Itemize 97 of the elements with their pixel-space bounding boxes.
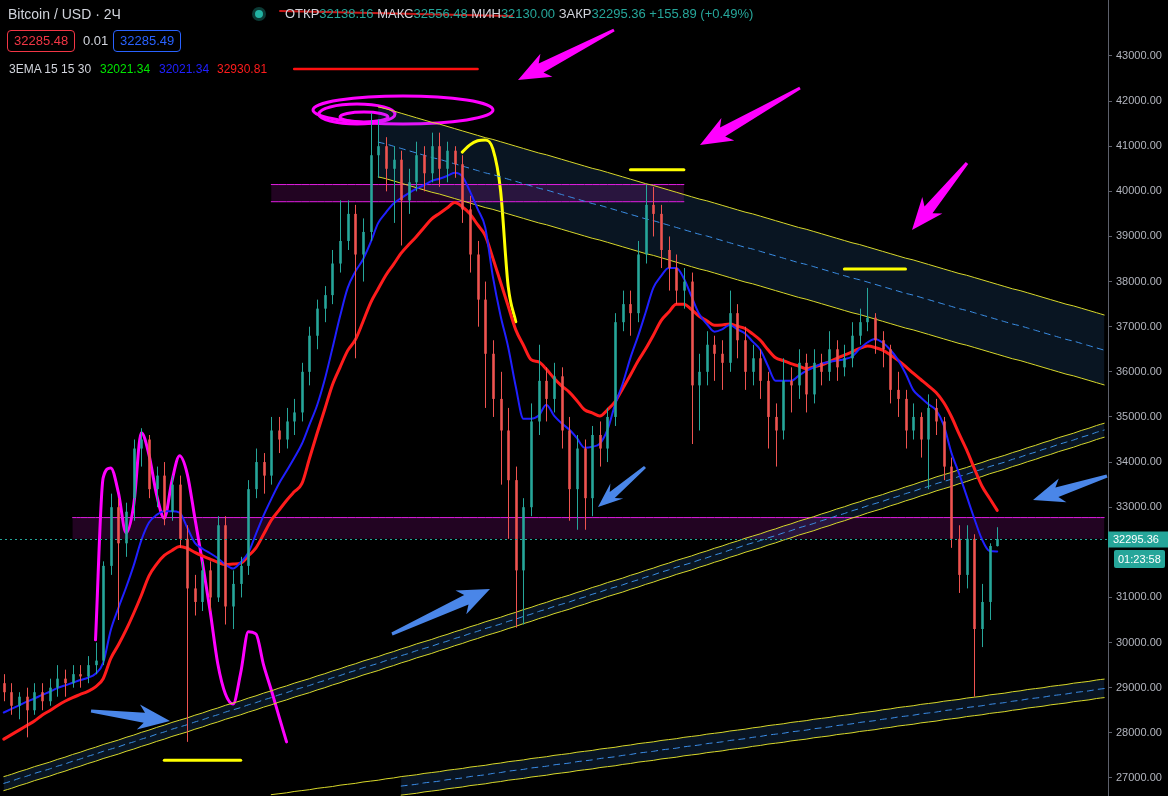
candlestick	[668, 235, 671, 292]
candlestick	[140, 427, 143, 468]
candlestick	[713, 335, 716, 382]
candlestick	[41, 682, 44, 711]
y-tick-label: 38000.00	[1116, 274, 1162, 287]
line-series	[270, 678, 1105, 796]
candlestick	[675, 254, 678, 305]
annotation: 0.01	[83, 33, 109, 49]
candlestick	[599, 420, 602, 468]
annotation: 32930.81	[217, 61, 268, 77]
candlestick	[377, 118, 380, 179]
y-tick-label: 43000.00	[1116, 48, 1162, 61]
candlestick	[752, 344, 755, 386]
candlestick	[652, 186, 655, 237]
y-tick-label: 37000.00	[1116, 319, 1162, 332]
candlestick	[553, 362, 556, 413]
candlestick	[759, 348, 762, 400]
line-series	[460, 138, 518, 324]
candlestick	[56, 664, 59, 698]
candlestick	[897, 371, 900, 418]
candlestick	[33, 682, 36, 716]
candlestick	[393, 145, 396, 224]
candlestick	[95, 642, 98, 675]
candlestick	[240, 556, 243, 598]
candlestick	[408, 168, 411, 215]
candlestick	[454, 145, 457, 179]
candlestick	[79, 664, 82, 689]
candlestick	[286, 407, 289, 450]
line-series	[377, 141, 1105, 351]
candlestick	[72, 664, 75, 689]
candlestick	[920, 411, 923, 459]
candlestick	[859, 308, 862, 346]
line-series	[377, 176, 1105, 386]
candlestick	[698, 353, 701, 431]
candlestick	[798, 348, 801, 400]
line-series	[94, 431, 289, 744]
candlestick	[874, 312, 877, 355]
candlestick	[87, 655, 90, 684]
candlestick	[339, 199, 342, 274]
candlestick	[263, 452, 266, 495]
line-series	[400, 688, 1105, 787]
annotation: 32285.49	[113, 30, 182, 52]
y-tick-label: 27000.00	[1116, 770, 1162, 783]
candlestick	[194, 574, 197, 616]
y-tick-label: 41000.00	[1116, 139, 1162, 152]
y-tick-label: 42000.00	[1116, 94, 1162, 107]
y-tick-label: 36000.00	[1116, 364, 1162, 377]
line-series	[377, 106, 1105, 316]
y-tick-label: 33000.00	[1116, 500, 1162, 513]
y-tick-label: 39000.00	[1116, 229, 1162, 242]
y-tick-label: 28000.00	[1116, 725, 1162, 738]
y-tick-label: 34000.00	[1116, 455, 1162, 468]
candlestick	[775, 402, 778, 468]
candlestick	[49, 678, 52, 707]
y-tick-label: 30000.00	[1116, 635, 1162, 648]
candlestick	[629, 290, 632, 337]
candlestick	[882, 330, 885, 368]
candlestick	[278, 416, 281, 454]
candlestick	[156, 466, 159, 508]
candlestick	[836, 339, 839, 382]
annotation: 32285.48	[7, 30, 76, 52]
ref-line-label: 32295.36	[1113, 532, 1159, 545]
candlestick	[324, 285, 327, 323]
candlestick	[790, 366, 793, 413]
candlestick	[3, 673, 6, 702]
annotation: 32021.34	[159, 61, 210, 77]
candlestick	[10, 682, 13, 716]
annotation: 32021.34	[100, 61, 151, 77]
text: 01:23:58	[1114, 550, 1165, 568]
y-tick-label: 35000.00	[1116, 409, 1162, 422]
candlestick	[232, 569, 235, 630]
candlestick	[26, 687, 29, 738]
candlestick	[622, 290, 625, 332]
candlestick	[64, 669, 67, 698]
candlestick	[912, 402, 915, 441]
candlestick	[851, 321, 854, 368]
candlestick	[721, 339, 724, 391]
candlestick	[446, 141, 449, 183]
candlestick	[385, 136, 388, 192]
candlestick	[18, 691, 21, 720]
candlestick	[362, 217, 365, 283]
candlestick	[438, 132, 441, 188]
candlestick	[545, 366, 548, 422]
candlestick	[293, 398, 296, 436]
line-series	[400, 697, 1105, 796]
y-tick-label: 40000.00	[1116, 184, 1162, 197]
candlestick	[866, 287, 869, 332]
candlestick	[820, 353, 823, 386]
candlestick	[843, 344, 846, 377]
candlestick	[935, 398, 938, 436]
candlestick	[828, 330, 831, 382]
annotation: 3EMA 15 15 30	[9, 61, 92, 77]
candlestick	[423, 145, 426, 192]
y-tick-label: 31000.00	[1116, 590, 1162, 603]
chart-title: Bitcoin / USD · 2Ч	[8, 6, 121, 22]
y-tick-label: 29000.00	[1116, 680, 1162, 693]
candlestick	[683, 267, 686, 310]
